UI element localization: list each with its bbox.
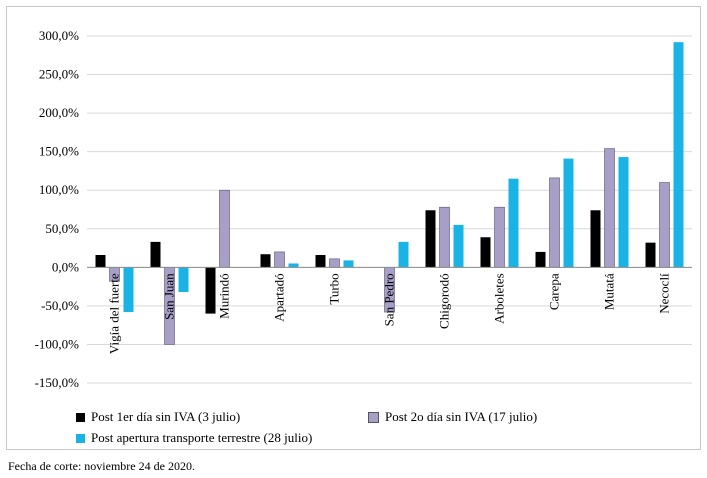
bar-series-3 xyxy=(178,267,189,293)
bar-series-1 xyxy=(260,254,271,268)
bar-series-3 xyxy=(288,263,299,268)
chart-plot: -150,0% -100,0% -50,0% 0,0% 50,0% 100,0% 150,0… xyxy=(35,28,692,390)
legend-label-series-3: Post apertura transporte terrestre (28 j… xyxy=(91,430,313,445)
legend-swatch-series-3 xyxy=(76,433,85,443)
bar-series-2 xyxy=(659,182,670,268)
bar-series-1 xyxy=(95,254,106,268)
bar-series-2 xyxy=(329,258,340,268)
y-tick-label: 50,0% xyxy=(45,221,79,236)
y-tick-label: 100,0% xyxy=(39,182,79,197)
legend-swatch-series-2 xyxy=(368,411,379,423)
bar-series-1 xyxy=(205,267,216,314)
legend-item-series-3: Post apertura transporte terrestre (28 j… xyxy=(76,430,312,446)
x-category-label: Chigorodó xyxy=(437,273,452,329)
legend-swatch-series-1 xyxy=(76,412,85,422)
x-category-label: Murindó xyxy=(217,273,232,319)
bar-series-2 xyxy=(494,206,505,268)
x-category-label: Turbo xyxy=(327,273,342,304)
bar-series-2 xyxy=(219,189,230,268)
bar-series-1 xyxy=(590,210,601,268)
y-tick-label: -50,0% xyxy=(41,298,79,313)
y-tick-label: 200,0% xyxy=(39,105,79,120)
bar-series-3 xyxy=(563,158,574,268)
x-category-label: San Juan xyxy=(162,273,177,320)
bar-series-3 xyxy=(673,42,684,268)
bar-series-1 xyxy=(535,251,546,268)
legend-item-series-2: Post 2o día sin IVA (17 julio) xyxy=(368,409,537,425)
y-tick-label: 250,0% xyxy=(39,67,79,82)
bar-series-1 xyxy=(315,254,326,268)
bar-series-1 xyxy=(645,242,656,268)
bar-series-1 xyxy=(150,241,161,268)
bar-series-2 xyxy=(439,206,450,268)
bar-series-2 xyxy=(604,148,615,268)
bar-series-3 xyxy=(123,267,134,313)
bar-series-3 xyxy=(343,260,354,268)
y-tick-label: -100,0% xyxy=(35,336,80,351)
y-tick-label: 0,0% xyxy=(52,259,79,274)
legend-label-series-1: Post 1er día sin IVA (3 julio) xyxy=(91,409,241,424)
y-tick-label: 150,0% xyxy=(39,144,79,159)
chart-frame: -150,0% -100,0% -50,0% 0,0% 50,0% 100,0% 150,0… xyxy=(6,6,701,450)
x-category-label: Vigía del fuerte xyxy=(107,273,122,354)
bar-series-3 xyxy=(398,241,409,268)
bar-series-1 xyxy=(480,237,491,268)
x-category-label: Carepa xyxy=(547,273,562,310)
x-category-label: Necoclí xyxy=(657,273,672,314)
y-tick-label: -150,0% xyxy=(35,375,80,390)
bar-series-3 xyxy=(508,178,519,268)
legend-label-series-2: Post 2o día sin IVA (17 julio) xyxy=(385,409,538,424)
x-category-label: San Pedro xyxy=(382,273,397,326)
x-category-label: Apartadó xyxy=(272,273,287,321)
bar-series-1 xyxy=(425,210,436,268)
bar-series-3 xyxy=(453,224,464,268)
y-tick-label: 300,0% xyxy=(39,28,79,43)
footnote: Fecha de corte: noviembre 24 de 2020. xyxy=(8,459,195,473)
bar-series-2 xyxy=(549,177,560,268)
legend-item-series-1: Post 1er día sin IVA (3 julio) xyxy=(76,409,240,425)
x-category-label: Arboletes xyxy=(492,273,507,324)
bar-series-3 xyxy=(618,157,629,268)
x-category-label: Mutatá xyxy=(602,273,617,310)
bar-series-2 xyxy=(274,251,285,268)
